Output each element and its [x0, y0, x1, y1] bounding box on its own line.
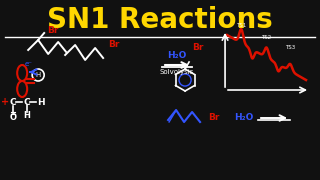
- Text: TS3: TS3: [285, 45, 295, 50]
- Text: H: H: [24, 111, 31, 120]
- Text: H₂O: H₂O: [234, 114, 254, 123]
- Text: Br: Br: [108, 39, 119, 48]
- Text: C: C: [10, 98, 17, 107]
- Text: H: H: [36, 72, 41, 78]
- Text: C: C: [24, 98, 30, 107]
- Text: H: H: [37, 98, 45, 107]
- Text: +: +: [1, 97, 9, 107]
- Text: Br: Br: [47, 26, 59, 35]
- Text: H₂O: H₂O: [167, 51, 187, 60]
- Text: O: O: [10, 114, 17, 123]
- Text: SN1 Reactions: SN1 Reactions: [47, 6, 273, 34]
- Text: Solvolysis: Solvolysis: [160, 69, 194, 75]
- Text: TS2: TS2: [261, 35, 272, 40]
- Text: e⁻: e⁻: [24, 61, 32, 67]
- Text: Br: Br: [192, 42, 204, 51]
- Text: TS1: TS1: [236, 23, 246, 28]
- Text: Br: Br: [208, 112, 220, 122]
